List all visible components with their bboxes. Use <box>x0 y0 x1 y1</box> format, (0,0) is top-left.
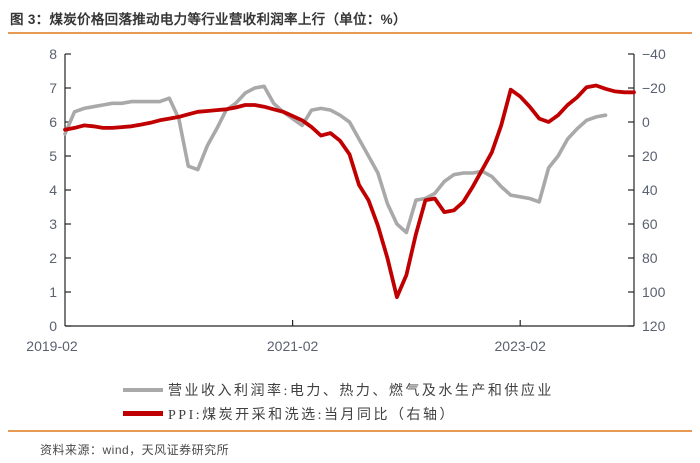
legend: 营业收入利润率:电力、热力、燃气及水生产和供应业 PPI:煤炭开采和洗选:当月同… <box>123 381 554 423</box>
title-underline <box>8 32 692 34</box>
y-axis-right-tick-label: −40 <box>642 46 666 62</box>
legend-label-ppi-coal: PPI:煤炭开采和洗选:当月同比（右轴） <box>168 407 457 423</box>
y-axis-right-tick-label: −20 <box>642 80 666 96</box>
legend-item-ppi-coal: PPI:煤炭开采和洗选:当月同比（右轴） <box>123 405 554 423</box>
y-axis-right-tick-label: 40 <box>642 182 658 198</box>
legend-label-profit-margin: 营业收入利润率:电力、热力、燃气及水生产和供应业 <box>168 383 554 399</box>
y-axis-right-tick-label: 120 <box>642 318 666 334</box>
y-axis-left-tick-label: 4 <box>49 182 57 198</box>
y-axis-left-tick-label: 2 <box>49 250 57 266</box>
y-axis-left-tick-label: 3 <box>49 216 57 232</box>
x-axis-tick-label: 2021-02 <box>267 338 319 354</box>
series-line-profit-margin <box>63 84 608 235</box>
figure-title: 图 3：煤炭价格回落推动电力等行业营收利润率上行（单位：%） <box>10 12 407 27</box>
x-axis-tick-label: 2023-02 <box>495 338 547 354</box>
source-divider <box>8 430 692 432</box>
y-axis-left-tick-label: 7 <box>49 80 57 96</box>
y-axis-left-tick-label: 8 <box>49 46 57 62</box>
legend-line-gray-icon <box>123 387 163 392</box>
y-axis-left-tick-label: 0 <box>49 318 57 334</box>
x-axis-tick-label: 2019-02 <box>26 338 78 354</box>
y-axis-left-tick-label: 1 <box>49 284 57 300</box>
y-axis-left-tick-label: 6 <box>49 114 57 130</box>
y-axis-right-tick-label: 100 <box>642 284 666 300</box>
y-axis-right-tick-label: 20 <box>642 148 658 164</box>
y-axis-right-tick-label: 60 <box>642 216 658 232</box>
legend-item-profit-margin: 营业收入利润率:电力、热力、燃气及水生产和供应业 <box>123 381 554 399</box>
y-axis-left-tick-label: 5 <box>49 148 57 164</box>
y-axis-right-tick-label: 80 <box>642 250 658 266</box>
source-text: 资料来源：wind，天风证券研究所 <box>40 443 230 457</box>
series-line-ppi-coal <box>63 83 636 300</box>
y-axis-right-tick-label: 0 <box>642 114 650 130</box>
legend-line-red-icon <box>123 411 163 416</box>
